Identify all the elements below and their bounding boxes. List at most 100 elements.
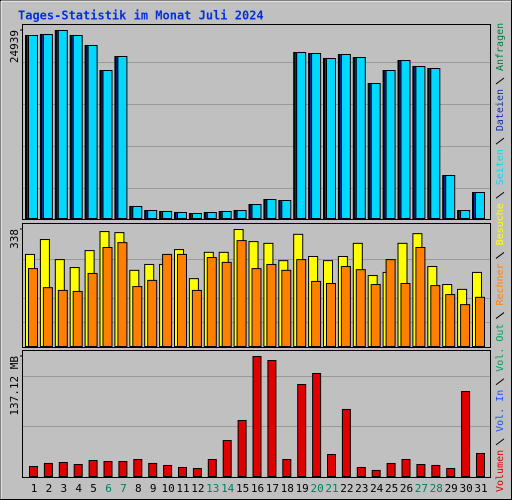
bar <box>267 360 277 478</box>
bar <box>281 199 292 220</box>
legend-separator <box>495 378 505 386</box>
bar <box>461 391 471 478</box>
bar <box>117 242 128 347</box>
x-tick-label: 5 <box>90 482 97 495</box>
bar <box>297 384 307 477</box>
bar <box>58 461 68 478</box>
bar <box>355 269 366 347</box>
legend-entry: Volumen <box>495 450 506 492</box>
bar <box>162 253 173 347</box>
x-tick-label: 3 <box>60 482 67 495</box>
x-tick-label: 9 <box>150 482 157 495</box>
y-tick-label: 137.12 MB <box>8 356 21 416</box>
bar <box>355 57 366 219</box>
x-tick-label: 24 <box>370 482 384 495</box>
bar <box>296 51 307 219</box>
bar <box>162 210 173 219</box>
x-tick-label: 10 <box>161 482 174 495</box>
legend-separator <box>495 77 505 85</box>
bar <box>266 263 277 348</box>
bar <box>312 372 322 477</box>
bar <box>42 287 53 347</box>
bar <box>28 268 38 347</box>
bar <box>222 440 232 477</box>
x-tick-label: 27 <box>415 482 428 495</box>
bar <box>102 247 113 347</box>
bar <box>57 30 68 219</box>
bar <box>370 83 381 220</box>
legend-entry: Seiten <box>495 149 506 185</box>
x-tick-label: 7 <box>120 482 127 495</box>
x-tick-label: 29 <box>445 482 458 495</box>
legend-entry: Besuche <box>495 203 506 245</box>
bar <box>431 464 441 478</box>
bar <box>147 210 158 220</box>
bar <box>385 259 396 347</box>
legend-separator <box>495 312 505 319</box>
bar <box>251 268 262 347</box>
bar <box>370 284 381 347</box>
x-tick-label: 8 <box>135 482 142 495</box>
bar <box>460 210 471 220</box>
x-tick-label: 19 <box>296 482 309 495</box>
bar <box>281 269 292 348</box>
bar <box>415 66 426 219</box>
x-tick-label: 23 <box>355 482 368 495</box>
bar <box>386 462 396 477</box>
bar <box>103 461 113 477</box>
y-tick-label: 338 <box>8 229 21 249</box>
x-tick-label: 15 <box>236 482 249 495</box>
x-tick-label: 21 <box>325 482 338 495</box>
y-tick-label: 24939 <box>8 30 21 63</box>
x-tick-label: 2 <box>46 482 53 495</box>
x-tick-label: 31 <box>474 482 487 495</box>
x-tick-label: 13 <box>206 482 219 495</box>
bar <box>251 204 262 220</box>
bar <box>282 459 292 477</box>
bar <box>476 452 485 478</box>
x-tick-label: 11 <box>176 482 189 495</box>
bar <box>29 466 38 478</box>
panel <box>22 24 491 220</box>
bar <box>118 461 128 477</box>
x-tick-label: 22 <box>340 482 353 495</box>
bar <box>400 60 411 219</box>
x-tick-label: 20 <box>310 482 323 495</box>
bar <box>400 283 411 347</box>
x-tick-label: 18 <box>281 482 294 495</box>
bar <box>236 210 247 220</box>
bar <box>311 280 322 347</box>
x-tick-label: 28 <box>430 482 443 495</box>
bar <box>87 272 98 348</box>
x-tick-label: 12 <box>191 482 204 495</box>
bar <box>340 266 351 347</box>
bar <box>252 356 262 478</box>
bar <box>445 175 456 220</box>
x-tick-label: 1 <box>31 482 38 495</box>
bar <box>192 468 202 477</box>
legend-separator <box>495 191 505 199</box>
bar <box>475 192 485 219</box>
bar <box>311 52 322 220</box>
bar <box>206 211 217 219</box>
chart-title: Tages-Statistik im Monat Juli 2024 <box>18 9 264 23</box>
legend-entry: Anfragen <box>495 23 506 71</box>
bar <box>385 70 396 219</box>
x-tick-label: 30 <box>459 482 472 495</box>
bar <box>326 57 336 220</box>
bar <box>327 454 336 478</box>
bar <box>341 408 351 478</box>
bar <box>178 466 187 477</box>
bar <box>117 55 128 219</box>
bar <box>88 459 98 478</box>
bar <box>221 261 232 347</box>
panel <box>22 350 491 478</box>
bar <box>72 35 83 219</box>
bar <box>416 464 426 477</box>
bar <box>371 469 381 477</box>
bar <box>356 466 366 477</box>
bar <box>177 211 187 219</box>
bar <box>42 34 53 220</box>
bar <box>445 294 456 348</box>
